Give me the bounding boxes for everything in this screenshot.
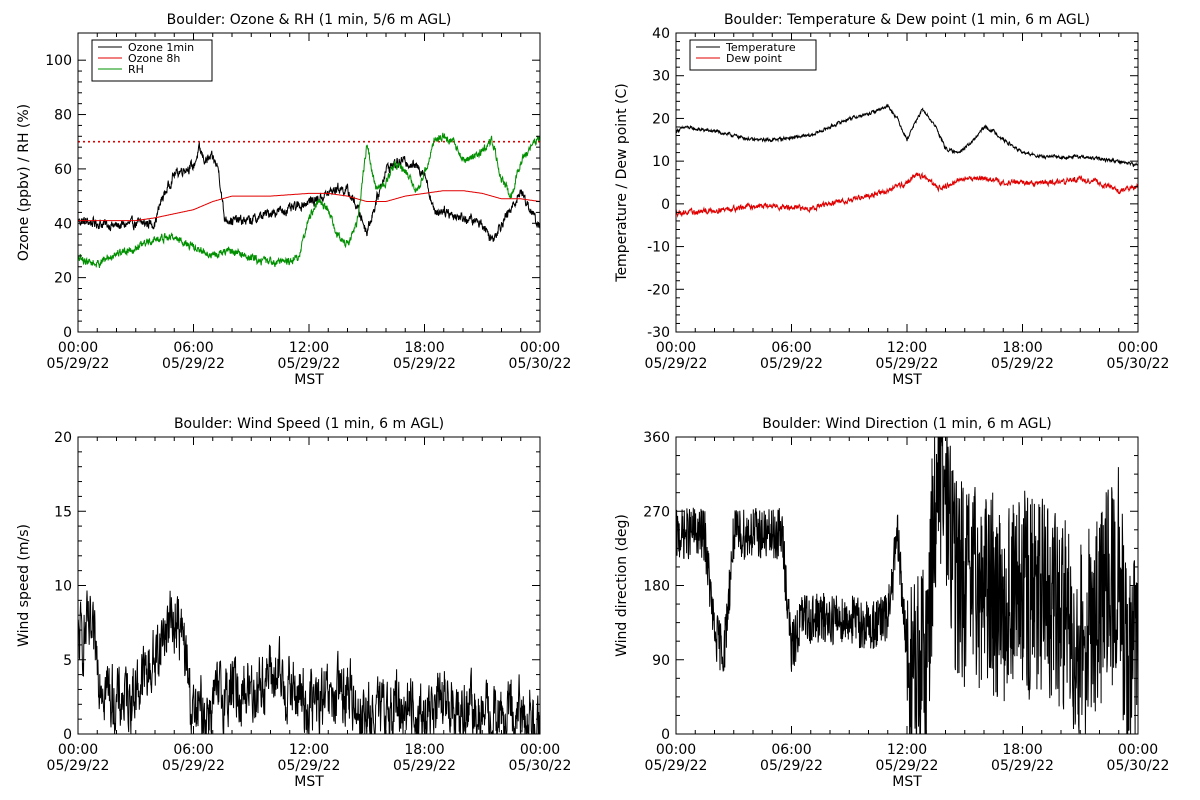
x-tick-label: 18:00 xyxy=(404,742,444,758)
y-tick-label: 20 xyxy=(652,111,670,127)
chart-title: Boulder: Ozone & RH (1 min, 5/6 m AGL) xyxy=(167,12,452,28)
x-tick-date: 05/30/22 xyxy=(509,356,572,372)
x-tick-label: 06:00 xyxy=(771,340,811,356)
y-axis-label: Ozone (ppbv) / RH (%) xyxy=(16,104,32,261)
chart-panel-4: Boulder: Wind Direction (1 min, 6 m AGL)… xyxy=(614,416,1169,790)
x-tick-label: 12:00 xyxy=(887,340,927,356)
legend-label: Temperature xyxy=(725,41,796,54)
x-tick-label: 00:00 xyxy=(520,742,560,758)
chart-title: Boulder: Temperature & Dew point (1 min,… xyxy=(724,12,1090,28)
legend-label: Ozone 8h xyxy=(128,52,180,65)
chart-panel-3: Boulder: Wind Speed (1 min, 6 m AGL) 0 5 10… xyxy=(16,416,571,790)
x-tick-date: 05/29/22 xyxy=(760,356,823,372)
chart-panel-1: Boulder: Ozone & RH (1 min, 5/6 m AGL) 0 2… xyxy=(16,12,571,388)
series-line xyxy=(78,132,540,268)
y-tick-label: 60 xyxy=(54,162,72,178)
y-axis-label: Temperature / Dew point (C) xyxy=(614,83,630,282)
y-tick-label: -30 xyxy=(647,325,670,341)
x-axis-label: MST xyxy=(294,372,324,388)
x-tick-date: 05/29/22 xyxy=(991,356,1054,372)
x-tick-date: 05/29/22 xyxy=(162,758,225,774)
x-tick-label: 18:00 xyxy=(404,340,444,356)
x-tick-date: 05/29/22 xyxy=(47,356,110,372)
y-tick-label: 5 xyxy=(63,653,72,669)
y-tick-label: 20 xyxy=(54,271,72,287)
y-tick-label: 10 xyxy=(652,154,670,170)
x-tick-label: 12:00 xyxy=(887,742,927,758)
y-tick-label: -20 xyxy=(647,282,670,298)
x-tick-date: 05/29/22 xyxy=(645,758,708,774)
y-tick-label: -10 xyxy=(647,240,670,256)
y-tick-label: 30 xyxy=(652,69,670,85)
x-axis-label: MST xyxy=(294,774,324,790)
y-tick-label: 15 xyxy=(54,504,72,520)
series-line xyxy=(676,103,1138,168)
x-tick-label: 18:00 xyxy=(1002,340,1042,356)
x-tick-label: 06:00 xyxy=(771,742,811,758)
y-tick-label: 180 xyxy=(643,579,670,595)
x-tick-label: 00:00 xyxy=(1118,340,1158,356)
x-tick-date: 05/29/22 xyxy=(47,758,110,774)
x-tick-date: 05/30/22 xyxy=(509,758,572,774)
y-tick-label: 0 xyxy=(661,727,670,743)
y-tick-label: 40 xyxy=(54,216,72,232)
x-tick-date: 05/30/22 xyxy=(1107,758,1170,774)
chart-panel-2: Boulder: Temperature & Dew point (1 min,… xyxy=(614,12,1169,388)
x-tick-date: 05/29/22 xyxy=(760,758,823,774)
x-tick-label: 00:00 xyxy=(656,742,696,758)
x-tick-label: 06:00 xyxy=(173,742,213,758)
x-tick-label: 12:00 xyxy=(289,340,329,356)
x-tick-date: 05/29/22 xyxy=(278,356,341,372)
legend-label: RH xyxy=(128,63,144,76)
y-tick-label: 80 xyxy=(54,108,72,124)
x-tick-label: 18:00 xyxy=(1002,742,1042,758)
y-tick-label: 0 xyxy=(63,727,72,743)
y-axis-label: Wind speed (m/s) xyxy=(16,524,32,647)
series-line xyxy=(676,171,1138,218)
y-tick-label: 0 xyxy=(661,197,670,213)
legend-label: Dew point xyxy=(726,52,782,65)
y-axis-label: Wind direction (deg) xyxy=(614,514,630,657)
y-tick-label: 360 xyxy=(643,430,670,446)
x-tick-date: 05/30/22 xyxy=(1107,356,1170,372)
x-tick-date: 05/29/22 xyxy=(991,758,1054,774)
series-line xyxy=(78,142,540,243)
legend-label: Ozone 1min xyxy=(128,41,194,54)
y-tick-label: 100 xyxy=(45,53,72,69)
chart-title: Boulder: Wind Direction (1 min, 6 m AGL) xyxy=(762,416,1051,432)
y-tick-label: 10 xyxy=(54,579,72,595)
series-line xyxy=(676,437,1138,734)
x-tick-date: 05/29/22 xyxy=(393,758,456,774)
x-tick-label: 00:00 xyxy=(520,340,560,356)
x-tick-date: 05/29/22 xyxy=(876,356,939,372)
y-tick-label: 40 xyxy=(652,26,670,42)
x-tick-label: 00:00 xyxy=(58,742,98,758)
series-line xyxy=(78,590,540,734)
x-tick-date: 05/29/22 xyxy=(162,356,225,372)
x-tick-date: 05/29/22 xyxy=(876,758,939,774)
y-tick-label: 0 xyxy=(63,325,72,341)
x-axis-label: MST xyxy=(892,372,922,388)
chart-title: Boulder: Wind Speed (1 min, 6 m AGL) xyxy=(174,416,444,432)
series-line xyxy=(78,190,540,222)
x-tick-label: 00:00 xyxy=(1118,742,1158,758)
y-tick-label: 270 xyxy=(643,504,670,520)
x-tick-label: 00:00 xyxy=(656,340,696,356)
legend-box xyxy=(689,39,817,71)
x-tick-label: 06:00 xyxy=(173,340,213,356)
y-tick-label: 90 xyxy=(652,653,670,669)
x-tick-date: 05/29/22 xyxy=(393,356,456,372)
x-tick-label: 00:00 xyxy=(58,340,98,356)
x-axis-label: MST xyxy=(892,774,922,790)
x-tick-date: 05/29/22 xyxy=(645,356,708,372)
y-tick-label: 20 xyxy=(54,430,72,446)
x-tick-label: 12:00 xyxy=(289,742,329,758)
x-tick-date: 05/29/22 xyxy=(278,758,341,774)
